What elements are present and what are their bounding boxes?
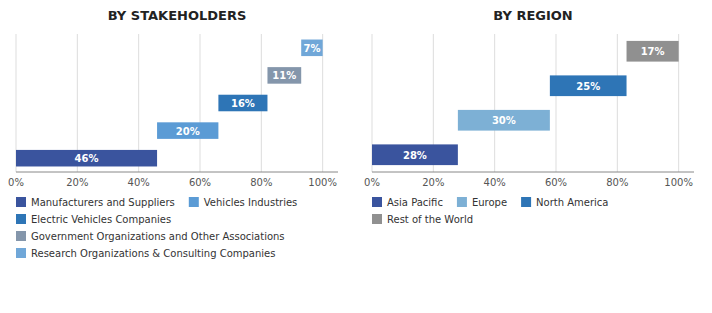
tick-label: 40% [484, 177, 506, 188]
legend-swatch [16, 248, 26, 258]
data-label: 46% [75, 153, 99, 164]
grid-line [494, 34, 495, 172]
bar [627, 41, 679, 62]
legend: Manufacturers and Suppliers Vehicles Indu… [16, 197, 297, 259]
legend-swatch [457, 197, 467, 207]
legend-swatch [521, 197, 531, 207]
data-labels: 28% 30% 25% 17% [403, 46, 665, 161]
legend-item: Government Organizations and Other Assoc… [16, 231, 285, 242]
legend-item: Research Organizations & Consulting Comp… [16, 248, 275, 259]
tick-label: 20% [422, 177, 444, 188]
data-labels: 46% 20% 16% 11% 7% [75, 43, 321, 164]
legend-item: Asia Pacific [372, 197, 443, 208]
legend-swatch [189, 197, 199, 207]
bar [550, 75, 627, 96]
tick-label: 60% [545, 177, 567, 188]
data-label: 25% [576, 81, 600, 92]
legend: Asia Pacific Europe North America Rest of t… [372, 197, 609, 225]
legend-label: Electric Vehicles Companies [31, 214, 171, 225]
legend-swatch [16, 214, 26, 224]
legend-item: North America [521, 197, 608, 208]
title: BY REGION [493, 8, 572, 23]
tick-label: 60% [189, 177, 211, 188]
axis-line [16, 172, 338, 173]
data-label: 28% [403, 150, 427, 161]
legend-label: Research Organizations & Consulting Comp… [31, 248, 275, 259]
legend-item: Rest of the World [372, 214, 473, 225]
bar [16, 150, 157, 167]
legend-label: North America [536, 197, 608, 208]
tick-label: 40% [128, 177, 150, 188]
title: BY STAKEHOLDERS [108, 8, 247, 23]
tick-label: 100% [664, 177, 693, 188]
bar [458, 110, 550, 131]
data-label: 7% [303, 43, 320, 54]
legend-label: Government Organizations and Other Assoc… [31, 231, 285, 242]
legend-item: Vehicles Industries [189, 197, 298, 208]
grid-line [556, 34, 557, 172]
chart: BY REGION 0% 20% 40% 60% 80% 100% 28% 30% 25% 17% A… [364, 8, 694, 225]
grid-line [200, 34, 201, 172]
grid-line [617, 34, 618, 172]
legend-item: Europe [457, 197, 507, 208]
bar [267, 67, 301, 84]
bar [301, 40, 322, 57]
tick-label: 80% [606, 177, 628, 188]
legend-label: Rest of the World [387, 214, 473, 225]
bar [372, 144, 458, 165]
legend-label: Vehicles Industries [204, 197, 298, 208]
legend-swatch [16, 197, 26, 207]
legend-item: Manufacturers and Suppliers [16, 197, 175, 208]
bars [372, 41, 679, 165]
bar [218, 95, 267, 112]
data-label: 16% [231, 98, 255, 109]
data-label: 17% [641, 46, 665, 57]
chart: BY STAKEHOLDERS 0% 20% 40% 60% 80% 100% 46% 20% 1… [8, 8, 338, 259]
figure: BY STAKEHOLDERS 0% 20% 40% 60% 80% 100% 46% 20% 1… [0, 0, 712, 313]
axis-line [372, 172, 694, 173]
legend-label: Europe [472, 197, 507, 208]
tick-label: 20% [66, 177, 88, 188]
data-label: 20% [176, 126, 200, 137]
legend-item: Electric Vehicles Companies [16, 214, 171, 225]
bar [157, 122, 218, 139]
legend-swatch [372, 214, 382, 224]
legend-label: Manufacturers and Suppliers [31, 197, 175, 208]
data-label: 11% [272, 70, 296, 81]
tick-label: 80% [250, 177, 272, 188]
tick-label: 0% [364, 177, 380, 188]
tick-label: 0% [8, 177, 24, 188]
data-label: 30% [492, 115, 516, 126]
tick-label: 100% [308, 177, 337, 188]
legend-swatch [16, 231, 26, 241]
legend-label: Asia Pacific [387, 197, 443, 208]
legend-swatch [372, 197, 382, 207]
bars [16, 40, 323, 167]
